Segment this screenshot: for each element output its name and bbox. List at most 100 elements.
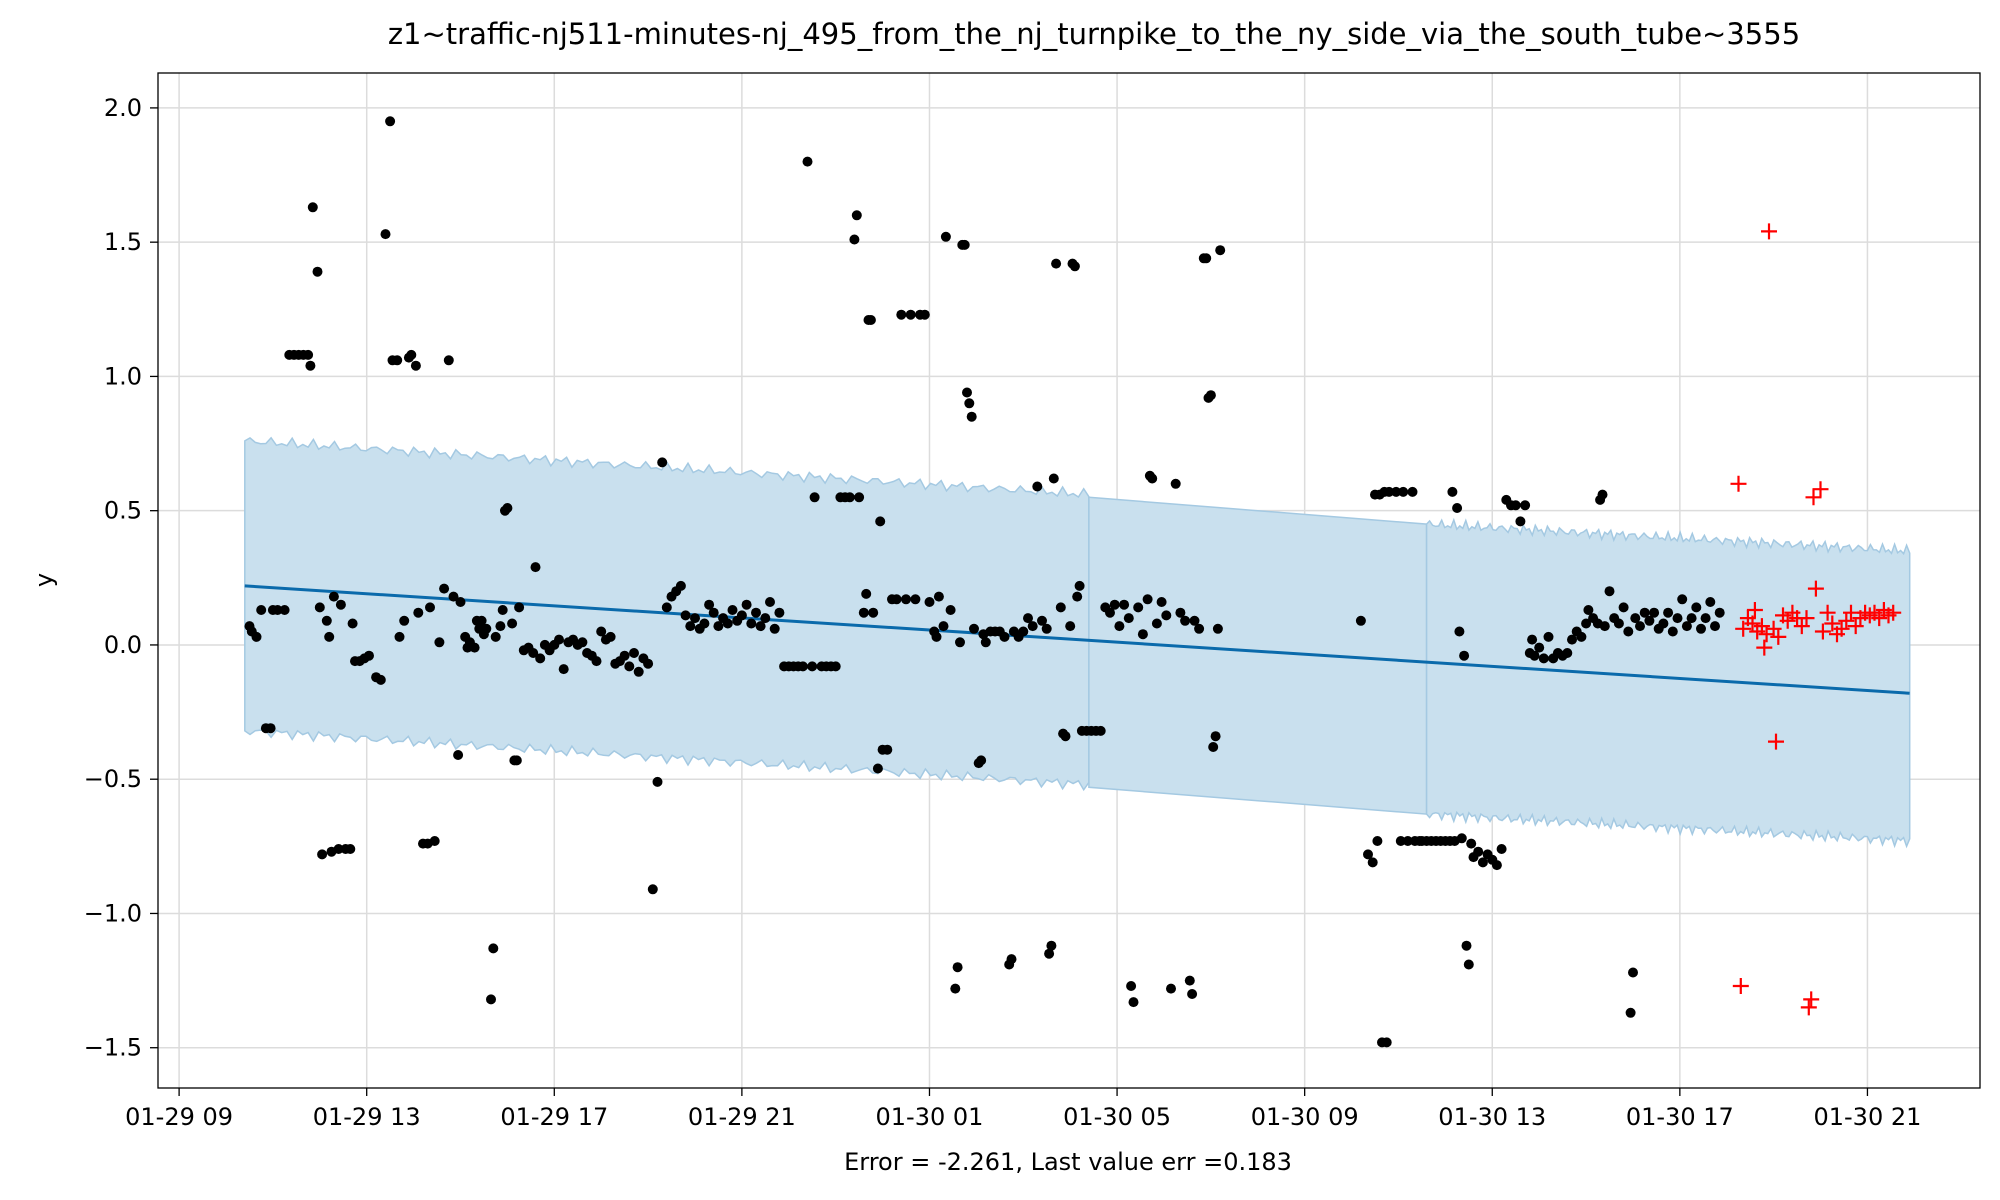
observed-point-321 xyxy=(1635,621,1645,632)
observed-point-261 xyxy=(1402,836,1413,846)
x-tick-label-9: 01-30 21 xyxy=(1813,1103,1921,1131)
observed-point-65 xyxy=(490,631,501,642)
observed-point-118 xyxy=(722,618,733,629)
observed-point-160 xyxy=(901,594,911,605)
observed-point-18 xyxy=(317,849,328,860)
observed-point-178 xyxy=(964,398,975,409)
observed-point-328 xyxy=(1667,626,1678,637)
forecast-point-24 xyxy=(1812,481,1829,498)
observed-point-330 xyxy=(1677,594,1688,605)
observed-point-113 xyxy=(699,618,710,629)
observed-point-292 xyxy=(1520,500,1531,511)
x-tick-label-2: 01-29 17 xyxy=(500,1103,608,1131)
observed-point-108 xyxy=(675,580,686,591)
observed-point-332 xyxy=(1686,613,1697,624)
observed-point-136 xyxy=(807,661,818,672)
observed-point-219 xyxy=(1114,621,1125,632)
observed-point-198 xyxy=(1041,623,1052,634)
observed-point-176 xyxy=(959,239,970,250)
observed-point-307 xyxy=(1583,605,1594,615)
observed-points xyxy=(244,116,1725,1048)
observed-point-262 xyxy=(1407,486,1418,497)
observed-point-156 xyxy=(882,744,893,755)
observed-point-165 xyxy=(924,597,935,607)
observed-point-111 xyxy=(690,613,700,624)
forecast-point-30 xyxy=(1838,612,1855,629)
observed-point-151 xyxy=(865,315,876,325)
observed-point-15 xyxy=(307,202,318,213)
observed-point-7 xyxy=(272,605,283,615)
observed-point-97 xyxy=(624,661,635,672)
observed-point-70 xyxy=(507,618,518,629)
observed-point-52 xyxy=(453,750,464,760)
chart-title: z1~traffic-nj511-minutes-nj_495_from_the… xyxy=(388,17,1800,51)
observed-point-326 xyxy=(1658,618,1669,629)
observed-point-31 xyxy=(364,650,374,661)
observed-point-316 xyxy=(1618,602,1629,613)
observed-point-229 xyxy=(1151,618,1162,629)
observed-point-162 xyxy=(910,594,921,605)
observed-point-329 xyxy=(1672,613,1683,624)
observed-point-320 xyxy=(1630,613,1641,624)
observed-point-202 xyxy=(1051,258,1062,269)
observed-point-115 xyxy=(708,607,719,618)
observed-point-158 xyxy=(891,594,902,605)
observed-point-37 xyxy=(392,355,403,366)
observed-point-258 xyxy=(1391,486,1402,497)
forecast-point-40 xyxy=(1885,604,1902,621)
observed-point-215 xyxy=(1095,725,1106,736)
observed-point-50 xyxy=(443,355,454,366)
observed-point-35 xyxy=(385,116,396,127)
observed-point-197 xyxy=(1037,615,1047,626)
observed-point-66 xyxy=(495,621,506,632)
observed-point-98 xyxy=(629,648,639,658)
observed-point-278 xyxy=(1461,940,1472,951)
observed-point-149 xyxy=(861,588,872,599)
band-segment-2 xyxy=(1425,517,1911,849)
observed-point-200 xyxy=(1046,940,1057,951)
observed-point-83 xyxy=(558,664,569,675)
observed-point-195 xyxy=(1027,621,1038,632)
observed-point-119 xyxy=(727,605,738,615)
y-tick-label-3: 0.0 xyxy=(104,631,142,659)
observed-point-322 xyxy=(1639,607,1650,618)
observed-point-13 xyxy=(303,349,314,360)
forecast-point-13 xyxy=(1770,628,1787,645)
forecast-point-5 xyxy=(1746,602,1763,618)
observed-point-245 xyxy=(1210,731,1221,742)
observed-point-231 xyxy=(1161,610,1172,621)
forecast-point-19 xyxy=(1798,610,1815,627)
observed-point-327 xyxy=(1663,607,1674,618)
observed-point-331 xyxy=(1681,621,1692,632)
observed-point-72 xyxy=(511,755,522,766)
observed-point-290 xyxy=(1510,500,1521,511)
observed-point-121 xyxy=(736,610,747,621)
observed-point-182 xyxy=(976,755,987,766)
observed-point-173 xyxy=(952,962,963,973)
forecast-point-0 xyxy=(1730,475,1747,492)
observed-point-313 xyxy=(1604,586,1615,597)
observed-point-282 xyxy=(1473,846,1484,857)
observed-point-220 xyxy=(1119,599,1130,610)
observed-point-145 xyxy=(849,234,860,245)
observed-point-217 xyxy=(1105,607,1115,618)
forecast-point-21 xyxy=(1803,991,1820,1008)
observed-point-171 xyxy=(945,605,956,615)
observed-point-96 xyxy=(619,650,630,661)
observed-point-135 xyxy=(802,156,813,167)
observed-point-223 xyxy=(1128,997,1139,1008)
observed-point-203 xyxy=(1055,602,1066,613)
observed-point-180 xyxy=(969,623,979,634)
observed-point-305 xyxy=(1576,631,1587,642)
observed-point-190 xyxy=(1006,954,1017,965)
observed-point-243 xyxy=(1205,390,1216,401)
observed-point-124 xyxy=(751,607,761,618)
forecast-point-23 xyxy=(1807,580,1824,597)
observed-point-101 xyxy=(643,658,654,669)
observed-point-27 xyxy=(347,618,358,629)
y-tick-label-7: 2.0 xyxy=(104,94,142,122)
observed-point-161 xyxy=(905,309,916,320)
observed-point-218 xyxy=(1109,599,1120,610)
y-tick-label-6: 1.5 xyxy=(104,228,142,256)
observed-point-17 xyxy=(314,602,325,613)
